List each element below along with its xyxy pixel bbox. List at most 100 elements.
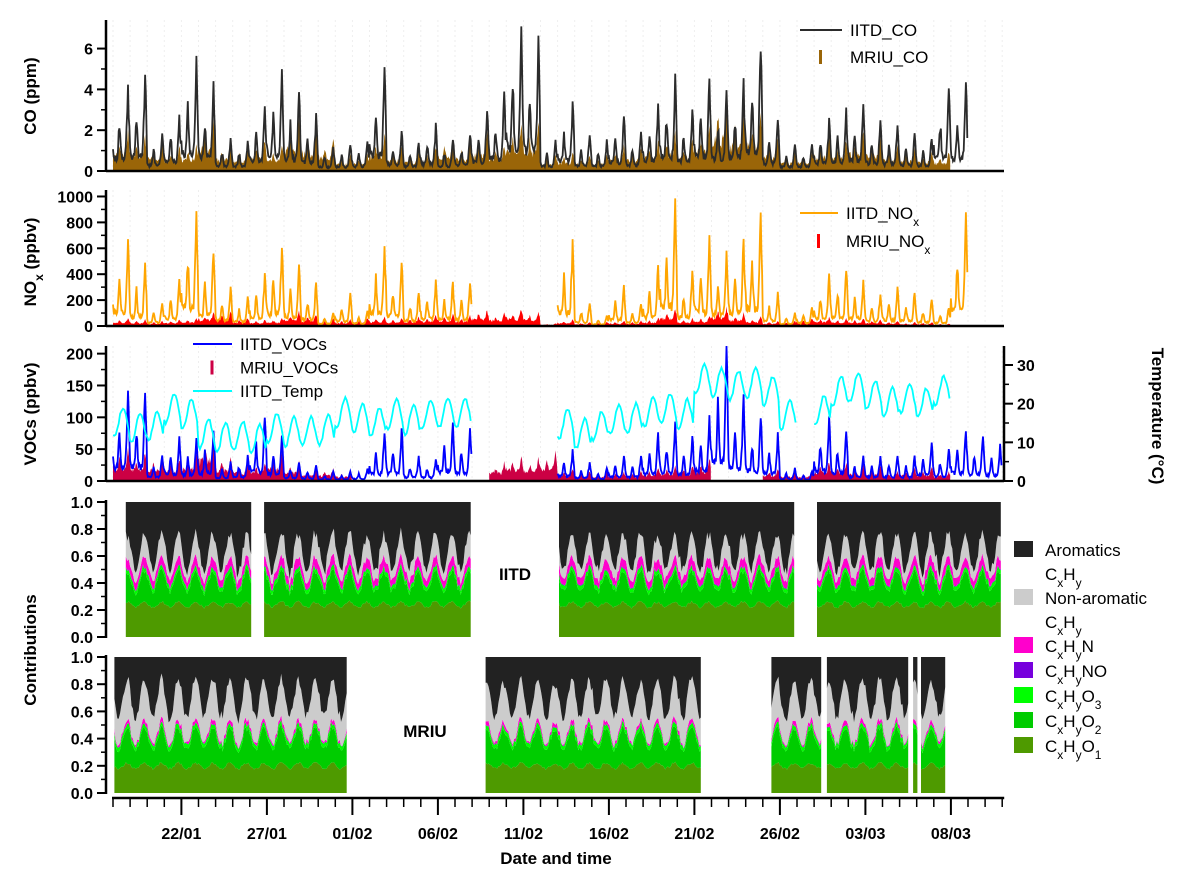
iitd-non-aromatic-cxhy-area	[125, 528, 252, 585]
text-part: O	[1082, 712, 1095, 731]
subscript: x	[1057, 748, 1063, 762]
iitd-cxhyno-area	[264, 562, 471, 593]
legend-swatch	[210, 360, 214, 375]
text-part: MRIU_CO	[850, 48, 928, 67]
iitd-cxhyn-area	[559, 553, 795, 590]
legend-swatch	[1014, 637, 1033, 653]
mriu-cxhyo1-area	[771, 762, 822, 793]
mriu-cxhyo2-area	[826, 725, 909, 770]
subscript: y	[1076, 648, 1082, 662]
mriu-cxhyn-area	[485, 716, 701, 749]
nox-y-tick-label: 1000	[57, 189, 93, 206]
x-tick-label: 06/02	[418, 826, 458, 843]
y-axis-title-co: CO (ppm)	[21, 57, 40, 134]
iitd-cxhyo2-area	[559, 568, 795, 609]
text-part: C	[1045, 637, 1057, 656]
mriu-non-aromatic-cxhy-area	[485, 675, 701, 748]
iitd-cxhyo1-area	[264, 600, 471, 637]
legend-item: IITD_Temp	[193, 382, 323, 401]
text-part: IITD_NO	[846, 204, 913, 223]
mriu-cxhyo3-area	[913, 722, 918, 735]
iitd-cxhyo1-area	[125, 600, 252, 637]
legend-label: MRIU_NOx	[846, 232, 930, 257]
mriu-non-aromatic-cxhy-area	[913, 679, 918, 728]
co-y-tick-label: 0	[84, 164, 93, 181]
x-tick-label: 22/01	[161, 826, 201, 843]
legend-item: MRIU_CO	[819, 48, 928, 67]
iitd-vocs-line	[556, 345, 1003, 481]
legend-label: MRIU_VOCs	[240, 359, 338, 378]
station-label-iitd: IITD	[499, 565, 531, 584]
mriu-aromatics-cxhy-area	[485, 657, 701, 721]
mriu-cxhyo1-area	[485, 761, 701, 793]
x-tick-label: 16/02	[589, 826, 629, 843]
text-part: MRIU_NO	[846, 232, 924, 251]
legend-label: Aromatics	[1045, 541, 1121, 560]
mriu-cxhyo2-area	[114, 724, 347, 770]
legend-label: CxHy	[1045, 613, 1082, 638]
nox-y-tick-label: 800	[66, 215, 93, 232]
text-part: H	[1063, 712, 1075, 731]
x-tick-label: 01/02	[332, 826, 372, 843]
mriu-contrib-y-tick-label: 0.2	[71, 759, 93, 776]
temperature-y2-tick-label: 30	[1017, 358, 1035, 375]
iitd-contrib-y-tick-label: 0.4	[71, 576, 93, 593]
nox-y-tick-label: 200	[66, 293, 93, 310]
text-part: (ppbv)	[21, 218, 40, 275]
x-axis-title: Date and time	[500, 849, 611, 868]
iitd-temp-line	[556, 361, 797, 449]
legend-item: CxHyO3	[1014, 687, 1102, 712]
x-axis: 22/01 27/01 01/02 06/02 11/02 16/02 21/02 26/02…	[112, 796, 1005, 843]
iitd-contrib-y-tick-label: 0.8	[71, 522, 93, 539]
mriu-aromatics-cxhy-area	[913, 657, 918, 695]
legend-label: CxHyO3	[1045, 687, 1102, 712]
subscript: x	[913, 215, 919, 229]
mriu-cxhyno-area	[913, 722, 918, 731]
subscript: x	[1057, 723, 1063, 737]
legend-label: IITD_Temp	[240, 382, 323, 401]
iitd-nox-line	[556, 198, 969, 326]
legend-swatch	[1014, 541, 1033, 557]
iitd-cxhyo2-area	[125, 568, 252, 609]
temperature-y2-tick-label: 0	[1017, 474, 1026, 491]
text-part: NO	[1082, 662, 1108, 681]
subscript: x	[924, 243, 930, 257]
text-part: C	[1045, 565, 1057, 584]
text-part: C	[1045, 687, 1057, 706]
vocs-y-tick-label: 150	[66, 378, 93, 395]
subscript: 3	[1095, 698, 1102, 712]
subscript: x	[1057, 624, 1063, 638]
mriu-non-aromatic-cxhy-area	[921, 679, 946, 747]
nox-y-tick-label: 600	[66, 241, 93, 258]
legend-swatch	[817, 234, 820, 248]
legend-label: IITD_CO	[850, 21, 917, 40]
x-tick-label: 21/02	[674, 826, 714, 843]
legend-label: MRIU_CO	[850, 48, 928, 67]
text-part: O	[1082, 687, 1095, 706]
mriu-contrib-y-tick-label: 0.0	[71, 786, 93, 803]
mriu-contrib-y-tick-label: 1.0	[71, 650, 93, 667]
legend-item: Aromatics CxHy	[1014, 541, 1121, 590]
y-axis-title-contributions: Contributions	[21, 594, 40, 705]
vocs-y-tick-label: 100	[66, 410, 93, 427]
iitd-non-aromatic-cxhy-area	[264, 527, 471, 586]
iitd-contrib-y-tick-label: 0.6	[71, 549, 93, 566]
mriu-cxhyo2-area	[771, 726, 822, 770]
mriu-vocs-area	[489, 450, 711, 481]
legend-item: IITD_VOCs	[193, 335, 327, 354]
text-part: C	[1045, 613, 1057, 632]
legend-label: IITD_VOCs	[240, 335, 327, 354]
legend-item: CxHyN	[1014, 637, 1094, 662]
x-tick-label: 08/03	[931, 826, 971, 843]
y-axis-title-vocs: VOCs (ppbv)	[21, 363, 40, 466]
text-part: C	[1045, 737, 1057, 756]
text-part: H	[1063, 737, 1075, 756]
subscript: x	[32, 274, 46, 281]
iitd-cxhyo3-area	[817, 564, 1001, 596]
iitd-nox-line	[112, 211, 473, 326]
legend-item: IITD_CO	[800, 21, 917, 40]
mriu-cxhyn-area	[826, 716, 909, 748]
subscript: 1	[1095, 748, 1102, 762]
text-part: NO	[21, 281, 40, 307]
